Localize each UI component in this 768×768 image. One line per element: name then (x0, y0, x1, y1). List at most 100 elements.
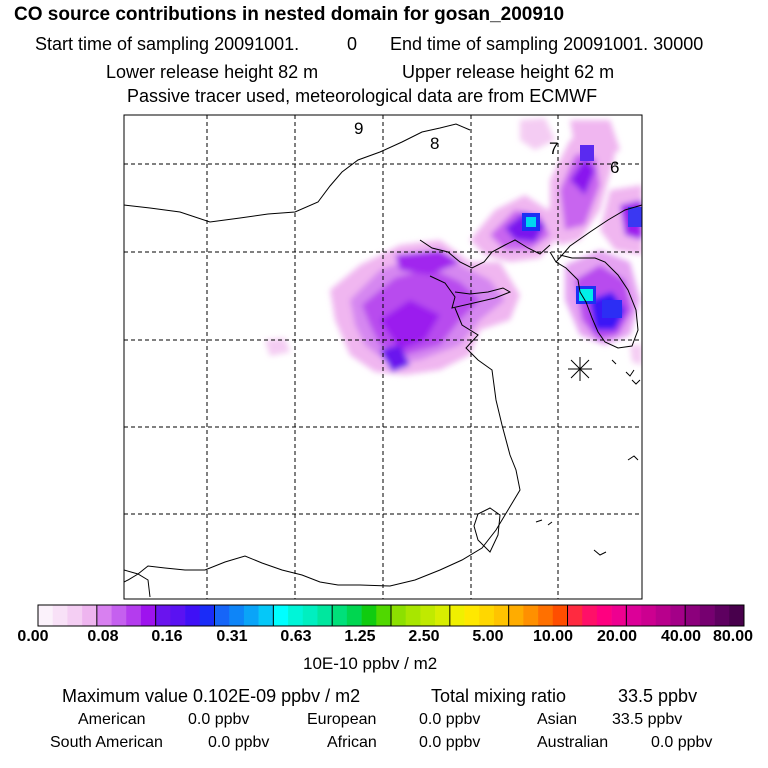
coastlines (124, 123, 642, 598)
colorbar-swatch (420, 605, 436, 626)
colorbar-swatch (567, 605, 583, 626)
colorbar-tick-1: 0.08 (87, 628, 119, 645)
total-mixing-ratio-value: 33.5 ppbv (618, 686, 698, 706)
colorbar-tick-8: 10.00 (532, 628, 574, 645)
figure-title: CO source contributions in nested domain… (14, 4, 565, 25)
colorbar-units: 10E-10 ppbv / m2 (303, 654, 438, 673)
colorbar-tick-11: 80.00 (712, 628, 754, 645)
colorbar-swatch (685, 605, 701, 626)
colorbar-swatch (699, 605, 715, 626)
map-panel: 9 8 7 6 (123, 114, 643, 600)
colorbar (38, 605, 745, 626)
contour-label-6: 6 (610, 158, 619, 177)
contour-label-8: 8 (430, 134, 439, 153)
colorbar-swatch (479, 605, 495, 626)
map-frame (123, 114, 643, 600)
colorbar-swatch (449, 605, 465, 626)
colorbar-tick-9: 20.00 (596, 628, 638, 645)
total-mixing-ratio-label: Total mixing ratio (431, 686, 567, 706)
upper-release-height: Upper release height 62 m (402, 62, 615, 82)
end-time-label: End time of sampling 20091001. 30000 (390, 34, 704, 54)
start-time-hour: 0 (347, 34, 358, 54)
region-south-american-value: 0.0 ppbv (208, 734, 270, 751)
concentration-hotspots (522, 145, 642, 318)
colorbar-swatch (611, 605, 627, 626)
grid-lines (124, 115, 642, 599)
colorbar-swatch (170, 605, 186, 626)
hotspot-beijing-core (526, 217, 536, 227)
colorbar-swatch (317, 605, 333, 626)
colorbar-swatch (243, 605, 259, 626)
lower-release-height: Lower release height 82 m (106, 62, 319, 82)
colorbar-swatch (82, 605, 98, 626)
colorbar-swatch (185, 605, 201, 626)
contour-label-9: 9 (354, 119, 363, 138)
receptor-asterisk-marker (568, 357, 592, 381)
colorbar-swatch (273, 605, 289, 626)
colorbar-swatch (361, 605, 377, 626)
colorbar-swatch (346, 605, 362, 626)
colorbar-swatch (229, 605, 245, 626)
colorbar-swatch (140, 605, 156, 626)
region-american-name: American (78, 711, 146, 728)
colorbar-swatch (67, 605, 83, 626)
hotspot-korea-south (602, 300, 622, 318)
colorbar-swatch (714, 605, 730, 626)
contour-label-7: 7 (549, 139, 558, 158)
region-european-name: European (307, 711, 377, 728)
hotspot-north (580, 145, 594, 161)
colorbar-swatch (523, 605, 539, 626)
colorbar-swatch (552, 605, 568, 626)
colorbar-tick-3: 0.31 (216, 628, 248, 645)
colorbar-swatch (493, 605, 509, 626)
region-australian-name: Australian (537, 734, 609, 751)
region-south-american-name: South American (50, 734, 163, 751)
colorbar-swatch (214, 605, 230, 626)
colorbar-swatch (258, 605, 274, 626)
colorbar-swatch (38, 605, 54, 626)
colorbar-swatch (126, 605, 142, 626)
colorbar-swatch (582, 605, 598, 626)
colorbar-swatch (670, 605, 686, 626)
colorbar-swatch (435, 605, 451, 626)
colorbar-swatch (376, 605, 392, 626)
region-african-name: African (327, 734, 377, 751)
region-european-value: 0.0 ppbv (419, 711, 481, 728)
start-time-label: Start time of sampling 20091001. (35, 34, 300, 54)
colorbar-swatch (405, 605, 421, 626)
colorbar-swatch (288, 605, 304, 626)
colorbar-swatch (626, 605, 642, 626)
colorbar-swatch (111, 605, 127, 626)
maximum-value: Maximum value 0.102E-09 ppbv / m2 (62, 686, 361, 706)
colorbar-swatch (391, 605, 407, 626)
tracer-note: Passive tracer used, meteorological data… (127, 86, 598, 106)
region-asian-value: 33.5 ppbv (612, 711, 683, 728)
region-asian-name: Asian (537, 711, 578, 728)
colorbar-swatch (332, 605, 348, 626)
colorbar-tick-10: 40.00 (660, 628, 702, 645)
colorbar-swatch (464, 605, 480, 626)
colorbar-frame (37, 604, 745, 627)
colorbar-swatch (96, 605, 112, 626)
region-african-value: 0.0 ppbv (419, 734, 481, 751)
region-american-value: 0.0 ppbv (188, 711, 250, 728)
colorbar-tick-4: 0.63 (280, 628, 312, 645)
colorbar-swatch (538, 605, 554, 626)
region-australian-value: 0.0 ppbv (651, 734, 713, 751)
colorbar-tick-0: 0.00 (17, 628, 49, 645)
hotspot-seoul-core (579, 289, 593, 301)
colorbar-swatch (596, 605, 612, 626)
colorbar-swatch (508, 605, 524, 626)
colorbar-swatch (52, 605, 68, 626)
colorbar-tick-7: 5.00 (472, 628, 504, 645)
colorbar-tick-5: 1.25 (344, 628, 376, 645)
colorbar-tick-6: 2.50 (408, 628, 440, 645)
hotspot-east (628, 207, 642, 227)
colorbar-swatch (199, 605, 215, 626)
colorbar-swatch (641, 605, 657, 626)
colorbar-swatch (302, 605, 318, 626)
colorbar-tick-2: 0.16 (151, 628, 183, 645)
colorbar-swatch (729, 605, 745, 626)
colorbar-swatch (655, 605, 671, 626)
